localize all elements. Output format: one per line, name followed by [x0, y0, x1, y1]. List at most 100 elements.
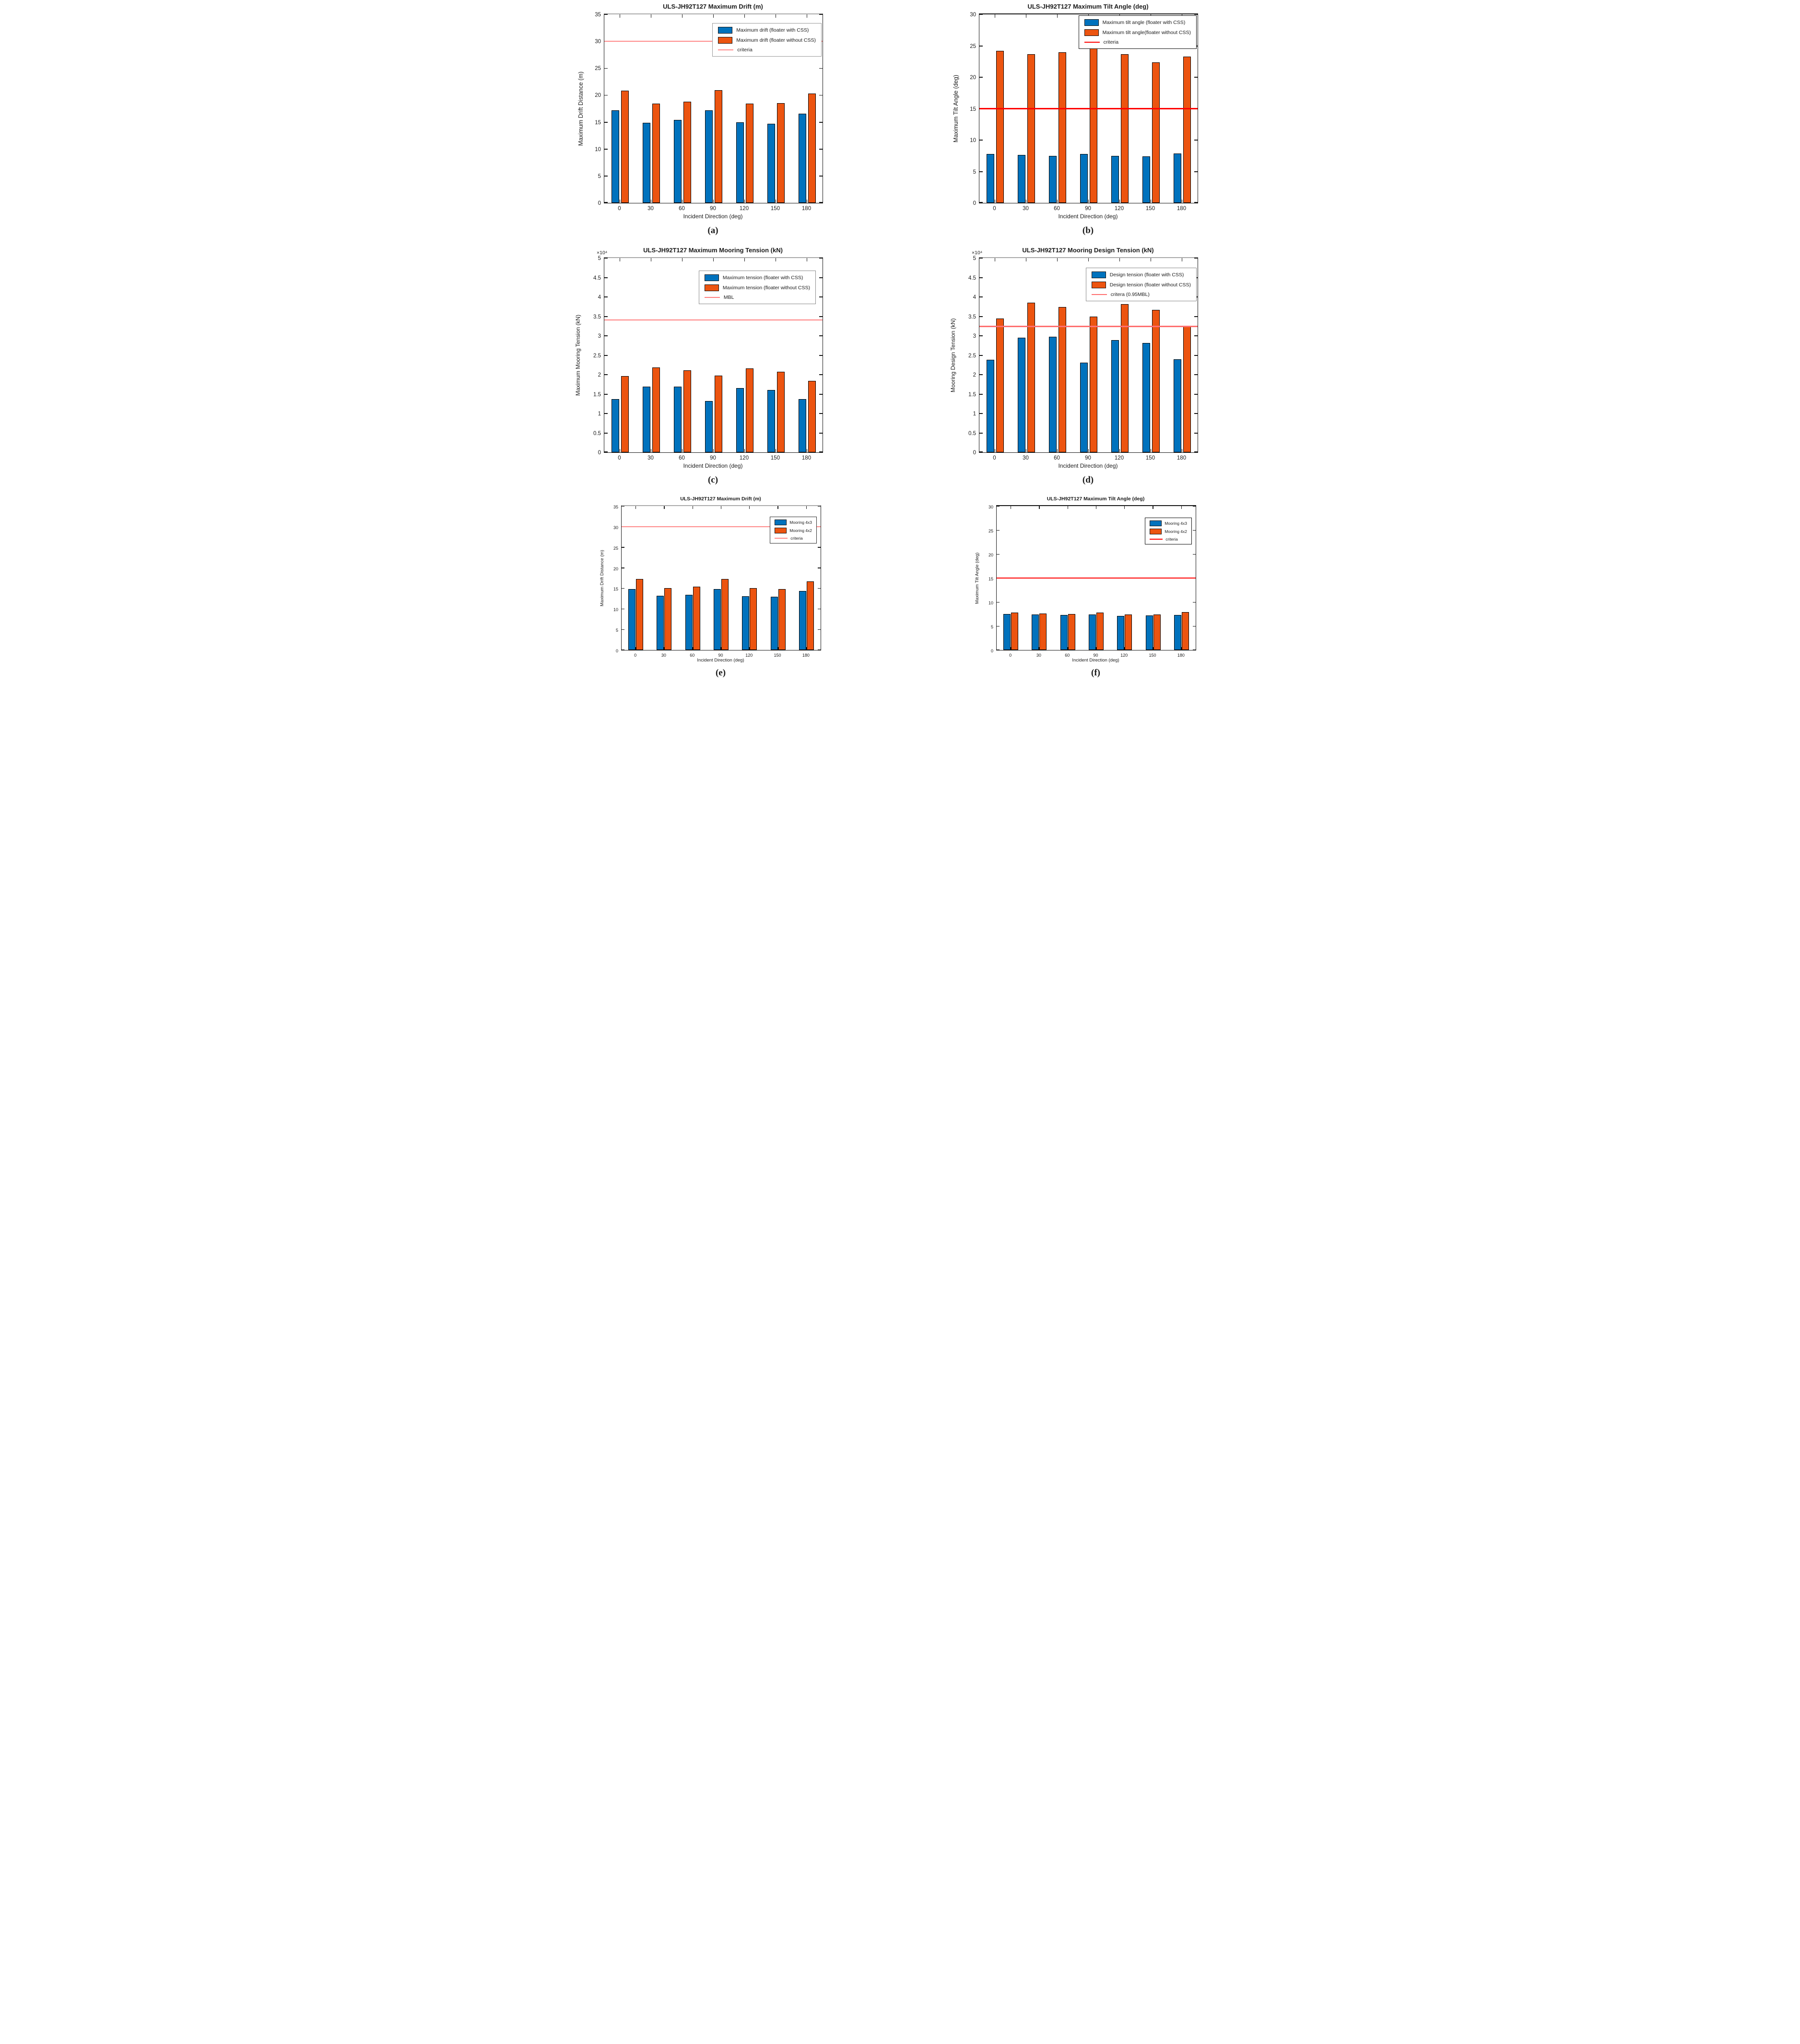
legend-swatch: [1084, 29, 1099, 36]
plot-column: ULS-JH92T127 Maximum Tilt Angle (deg) Max…: [953, 3, 1198, 220]
bar: [1111, 155, 1119, 203]
bar: [652, 367, 660, 452]
legend-item: Mooring 4x3: [1150, 520, 1187, 526]
x-axis-label: Incident Direction (deg): [697, 658, 744, 663]
legend-label: criteria: [1103, 39, 1119, 45]
tick-mark: [819, 296, 823, 297]
legend-swatch: [1150, 529, 1162, 534]
y-tick-label: 1.5: [593, 391, 601, 398]
legend-item: Design tension (floater with CSS): [1091, 272, 1191, 278]
bar: [767, 390, 775, 452]
y-tick-label: 10: [988, 601, 993, 605]
legend-swatch: [704, 284, 719, 291]
x-tick-row: 0 30 60 90 120 150 180: [604, 453, 822, 461]
legend-swatch: [718, 37, 733, 44]
legend-item: Maximum tension (floater with CSS): [704, 274, 810, 281]
bar: [611, 110, 619, 203]
bar: [1080, 362, 1088, 452]
tick-mark: [979, 171, 983, 172]
x-tick-row: 0 30 60 90 120 150 180: [621, 650, 820, 658]
bar: [1173, 153, 1181, 203]
bar: [1117, 616, 1125, 650]
tick-mark: [1181, 506, 1182, 509]
tick-mark: [713, 449, 714, 452]
y-tick-label: 25: [613, 545, 618, 551]
tick-mark: [604, 176, 608, 177]
legend-label: Maximum tension (floater with CSS): [722, 275, 803, 281]
bar: [798, 399, 806, 452]
y-tick-label: 2: [973, 372, 976, 378]
x-tick-label: 180: [802, 653, 810, 658]
tick-mark: [1119, 449, 1120, 452]
bar: [664, 588, 672, 650]
tick-mark: [1194, 393, 1198, 395]
bar: [750, 588, 757, 650]
chart-d: ULS-JH92T127 Mooring Design Tension (kN)…: [950, 247, 1198, 469]
x-tick-label: 120: [1120, 653, 1128, 658]
x-tick-label: 30: [1036, 653, 1041, 658]
y-tick-label: 0: [990, 649, 993, 653]
tick-mark: [997, 554, 1000, 555]
tick-mark: [1181, 449, 1183, 452]
tick-mark: [713, 200, 714, 203]
x-tick-label: 0: [993, 206, 996, 212]
y-tick-label: 5: [615, 628, 618, 633]
tick-mark: [1124, 647, 1125, 650]
tick-mark: [806, 449, 808, 452]
bar: [1011, 613, 1019, 650]
bar: [808, 380, 816, 452]
x-tick-label: 180: [1176, 206, 1187, 212]
tick-mark: [979, 316, 983, 317]
tick-mark: [1119, 200, 1120, 203]
chart-grid: ULS-JH92T127 Maximum Drift (m) Maximum Dr…: [575, 3, 1200, 678]
bar: [1145, 615, 1153, 650]
y-tick-label: 1: [598, 411, 601, 417]
tick-mark: [819, 393, 823, 395]
y-tick-label: 3: [973, 333, 976, 339]
bar: [1003, 614, 1011, 650]
x-tick-label: 120: [745, 653, 753, 658]
tick-mark: [682, 200, 683, 203]
x-tick-label: 0: [618, 206, 621, 212]
x-tick-label: 30: [1023, 455, 1029, 461]
tick-mark: [1194, 316, 1198, 317]
chart-title: ULS-JH92T127 Maximum Mooring Tension (kN…: [643, 247, 783, 254]
legend-swatch: [1091, 282, 1106, 288]
x-tick-label: 0: [634, 653, 637, 658]
bar: [745, 368, 753, 452]
tick-mark: [994, 258, 996, 261]
legend-label: Mooring 4x3: [789, 520, 812, 525]
legend-line-sample: [1091, 294, 1107, 295]
legend-swatch: [775, 520, 787, 525]
tick-mark: [979, 258, 983, 259]
tick-mark: [1181, 647, 1182, 650]
chart-panel-a: ULS-JH92T127 Maximum Drift (m) Maximum Dr…: [577, 3, 823, 236]
bar: [736, 122, 744, 203]
tick-mark: [1025, 258, 1027, 261]
x-tick-label: 120: [1114, 455, 1124, 461]
y-tick-label: 0.5: [593, 430, 601, 437]
bar: [1058, 307, 1066, 452]
bar: [996, 319, 1004, 452]
tick-mark: [604, 202, 608, 203]
plot-area: Maximum Drift Distance (m) 0 5 10 15 20 25 30 35…: [600, 505, 821, 653]
y-tick-label: 4: [973, 295, 976, 300]
bar: [1152, 62, 1160, 203]
x-axis-label: Incident Direction (deg): [1058, 462, 1118, 469]
tick-mark: [979, 374, 983, 375]
chart-e: ULS-JH92T127 Maximum Drift (m) Maximum Dr…: [600, 496, 821, 663]
tick-mark: [713, 14, 714, 18]
tick-mark: [819, 316, 823, 317]
tick-mark: [979, 14, 983, 15]
tick-mark: [979, 277, 983, 278]
x-axis-label: Incident Direction (deg): [1072, 658, 1119, 663]
bar: [1152, 309, 1160, 452]
tick-mark: [818, 506, 821, 507]
legend-label: criteria: [737, 47, 753, 53]
legend-swatch: [775, 528, 787, 533]
tick-mark: [1088, 258, 1089, 261]
tick-mark: [806, 506, 807, 509]
y-tick-label: 20: [595, 93, 601, 99]
figure-page: ULS-JH92T127 Maximum Drift (m) Maximum Dr…: [575, 0, 1200, 685]
tick-mark: [1057, 449, 1058, 452]
